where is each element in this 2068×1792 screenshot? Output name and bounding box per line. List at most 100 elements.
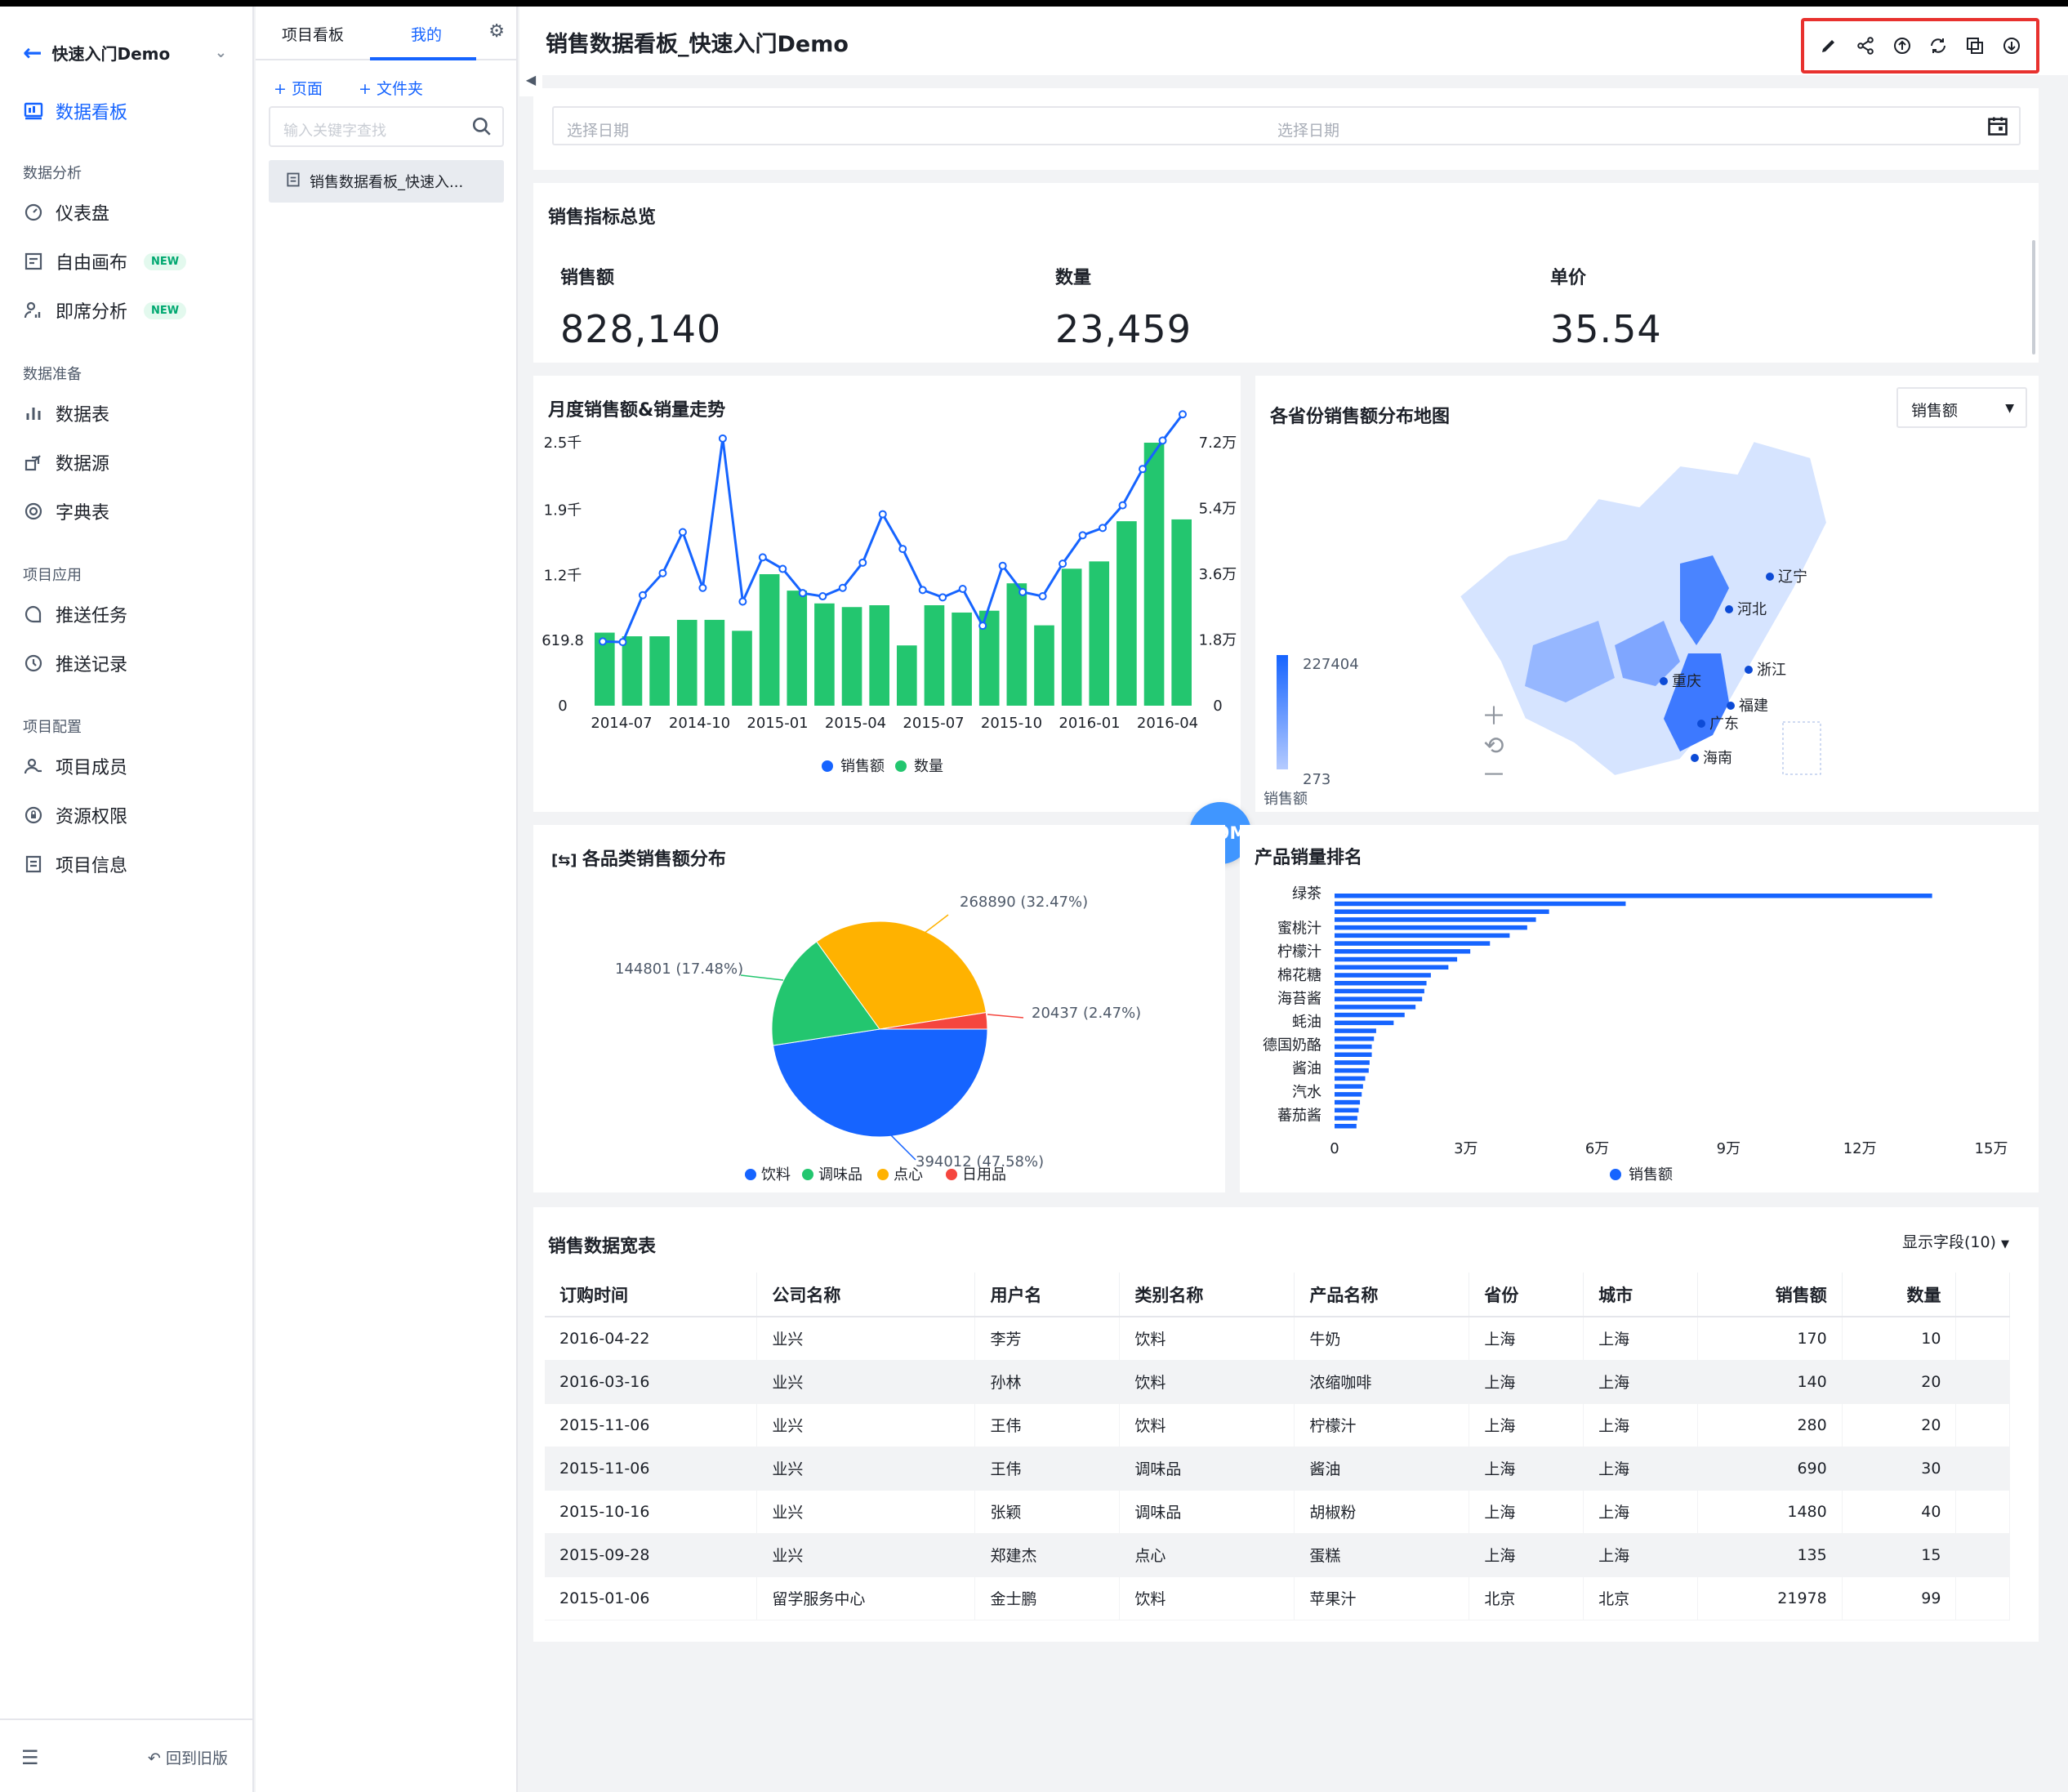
bar-sales <box>1335 1028 1376 1033</box>
table-cell: 上海 <box>1469 1360 1584 1404</box>
column-header[interactable]: 城市 <box>1583 1273 1698 1317</box>
column-header[interactable]: 产品名称 <box>1294 1273 1470 1317</box>
table-row[interactable]: 2015-01-06 留学服务中心 金士鹏 饮料 苹果汁 北京 北京 21978 99 <box>545 1576 2010 1620</box>
tab-project-boards[interactable]: 项目看板 <box>282 26 345 44</box>
map-metric-select[interactable]: 销售额 ▼ <box>1896 387 2027 428</box>
sidebar-item-canvas[interactable]: 自由画布 NEW <box>23 248 187 274</box>
sidebar-item-sources[interactable]: 数据源 <box>23 449 109 475</box>
table-row[interactable]: 2015-09-28 业兴 郑建杰 点心 蛋糕 上海 上海 135 15 <box>545 1533 2010 1577</box>
project-name: 快速入门Demo <box>51 44 171 64</box>
x-tick-label: 12万 <box>1843 1140 1877 1157</box>
table-cell: 饮料 <box>1119 1360 1295 1404</box>
project-switcher[interactable]: ← 快速入门Demo ⌄ <box>23 39 227 66</box>
column-header[interactable]: 销售额 <box>1697 1273 1843 1317</box>
sidebar-item-dashboard[interactable]: 仪表盘 <box>23 199 109 225</box>
publish-icon[interactable] <box>1888 32 1916 60</box>
bar-quantity <box>1116 521 1137 706</box>
table-cell: 业兴 <box>756 1447 976 1491</box>
chevron-down-icon[interactable]: ⌄ <box>214 44 227 61</box>
column-header[interactable]: 订购时间 <box>545 1273 758 1317</box>
table-cell: 上海 <box>1583 1403 1698 1447</box>
point-sales <box>678 528 687 537</box>
table-row[interactable]: 2015-11-06 业兴 王伟 饮料 柠檬汁 上海 上海 280 20 <box>545 1403 2010 1447</box>
panel-search-input[interactable]: 输入关键字查找 <box>269 106 504 147</box>
sidebar-item-perms[interactable]: 资源权限 <box>23 802 127 828</box>
column-header[interactable]: 用户名 <box>974 1273 1121 1317</box>
scrollbar[interactable] <box>2032 240 2035 354</box>
y-tick-label: 棉花糖 <box>1277 967 1321 984</box>
column-header[interactable]: 类别名称 <box>1119 1273 1295 1317</box>
refresh-icon[interactable] <box>1924 32 1952 60</box>
back-to-old-button[interactable]: ↶ 回到旧版 <box>148 1746 228 1768</box>
kpi-label: 单价 <box>1550 268 1587 288</box>
table-cell: 留学服务中心 <box>756 1576 976 1620</box>
bar-quantity <box>787 591 808 706</box>
map-title: 各省份销售额分布地图 <box>1270 407 1451 427</box>
edit-icon[interactable] <box>1815 32 1843 60</box>
calendar-icon[interactable] <box>1986 114 2009 141</box>
history-icon <box>23 653 44 674</box>
download-icon[interactable] <box>1998 32 2026 60</box>
sidebar-item-members[interactable]: 项目成员 <box>23 753 127 779</box>
y2-tick-label: 3.6万 <box>1199 566 1237 583</box>
table-row[interactable]: 2016-03-16 业兴 孙林 饮料 浓缩咖啡 上海 上海 140 20 <box>545 1360 2010 1404</box>
table-cell: 上海 <box>1469 1403 1584 1447</box>
y-tick-label: 1.9千 <box>544 501 582 519</box>
zoom-out-icon[interactable]: － <box>1482 761 1506 790</box>
table-row[interactable]: 2015-10-16 业兴 张颖 调味品 胡椒粉 上海 上海 1480 40 <box>545 1490 2010 1534</box>
point-sales <box>698 583 707 592</box>
bar-quantity <box>869 605 889 706</box>
date-range-input[interactable]: 选择日期 选择日期 <box>552 106 2021 145</box>
bar-quantity <box>649 636 670 706</box>
add-page-button[interactable]: + 页面 <box>274 77 323 99</box>
sidebar-item-push-records[interactable]: 推送记录 <box>23 650 127 676</box>
copy-icon[interactable] <box>1961 32 1989 60</box>
pie-leader-line <box>987 1014 1024 1019</box>
share-icon[interactable] <box>1852 32 1879 60</box>
search-icon[interactable] <box>471 116 492 141</box>
sidebar-item-dict[interactable]: 字典表 <box>23 498 109 524</box>
sidebar-item-label: 自由画布 <box>56 253 128 274</box>
pie-data-label: 394012 (47.58%) <box>916 1153 1044 1170</box>
kpi-value: 23,459 <box>1055 307 1192 351</box>
sidebar-item-info[interactable]: 项目信息 <box>23 851 127 877</box>
sidebar-item-label: 推送记录 <box>56 655 128 675</box>
table-cell: 调味品 <box>1119 1490 1295 1534</box>
column-header[interactable]: 省份 <box>1469 1273 1584 1317</box>
list-item-board[interactable]: 销售数据看板_快速入... <box>269 160 504 203</box>
sidebar-item-tables[interactable]: 数据表 <box>23 400 109 426</box>
point-sales <box>758 553 767 562</box>
column-header[interactable]: 公司名称 <box>756 1273 976 1317</box>
reset-view-icon[interactable]: ⟲ <box>1483 732 1504 760</box>
sidebar: ← 快速入门Demo ⌄ 数据看板 数据分析 仪表盘 自由画布 NEW 即席分析… <box>0 7 254 1792</box>
fields-dropdown[interactable]: 显示字段(10) ▼ <box>1902 1230 2009 1252</box>
bar-quantity <box>732 631 752 706</box>
column-header[interactable]: 数量 <box>1842 1273 1957 1317</box>
plus-icon: + <box>274 80 292 98</box>
tab-mine[interactable]: 我的 <box>411 26 443 44</box>
sidebar-item-push-tasks[interactable]: 推送任务 <box>23 601 127 627</box>
table-cell: 135 <box>1697 1533 1843 1577</box>
back-arrow-icon[interactable]: ← <box>23 39 42 66</box>
point-sales <box>838 583 847 592</box>
table-cell: 2015-10-16 <box>545 1490 758 1534</box>
table-row[interactable]: 2016-04-22 业兴 李芳 饮料 牛奶 上海 上海 170 10 <box>545 1317 2010 1361</box>
bar-sales <box>1335 1020 1394 1026</box>
point-sales <box>798 589 807 598</box>
collapse-menu-icon[interactable]: ☰ <box>21 1746 39 1769</box>
zoom-in-icon[interactable]: ＋ <box>1482 702 1506 731</box>
map-card: 各省份销售额分布地图 销售额 ▼ 227404 273 销售额 辽宁 河北 浙江 重庆… <box>1255 376 2039 812</box>
gear-icon[interactable]: ⚙ <box>488 21 505 42</box>
add-folder-button[interactable]: + 文件夹 <box>359 77 423 99</box>
sidebar-item-dashboard-board[interactable]: 数据看板 <box>23 98 127 124</box>
y-tick-label: 蚝油 <box>1292 1014 1321 1031</box>
plus-icon: + <box>359 80 377 98</box>
column-header-spacer <box>1955 1273 2010 1317</box>
sidebar-item-adhoc[interactable]: 即席分析 NEW <box>23 297 187 323</box>
table-cell: 饮料 <box>1119 1317 1295 1361</box>
y-tick-label: 汽水 <box>1292 1084 1321 1101</box>
panel-tabs: 项目看板 我的 ⚙ <box>256 7 518 60</box>
map-province-label: 河北 <box>1737 601 1767 618</box>
table-row[interactable]: 2015-11-06 业兴 王伟 调味品 酱油 上海 上海 690 30 <box>545 1447 2010 1491</box>
